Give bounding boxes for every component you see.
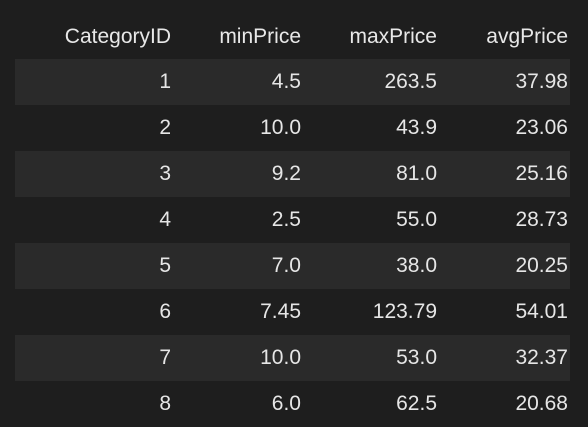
cell-maxprice: 123.79 [372, 300, 437, 323]
results-table: CategoryID minPrice maxPrice avgPrice 1 … [15, 15, 570, 427]
results-table-container: CategoryID minPrice maxPrice avgPrice 1 … [15, 15, 570, 427]
cell-categoryid: 1 [159, 70, 171, 93]
cell-categoryid: 6 [159, 300, 171, 323]
table-row: 2 10.0 43.9 23.06 [15, 105, 570, 151]
cell-maxprice: 43.9 [396, 116, 437, 139]
cell-categoryid: 8 [159, 392, 171, 415]
cell-avgprice: 32.37 [515, 346, 568, 369]
table-row: 7 10.0 53.0 32.37 [15, 335, 570, 381]
cell-minprice: 6.0 [271, 392, 301, 415]
cell-maxprice: 263.5 [384, 70, 437, 93]
cell-maxprice: 53.0 [396, 346, 437, 369]
cell-categoryid: 7 [159, 346, 171, 369]
cell-minprice: 7.45 [260, 300, 301, 323]
cell-minprice: 2.5 [271, 208, 301, 231]
column-header-maxprice: maxPrice [349, 25, 437, 48]
table-row: 4 2.5 55.0 28.73 [15, 197, 570, 243]
cell-avgprice: 23.06 [515, 116, 568, 139]
column-header-avgprice: avgPrice [486, 25, 568, 48]
cell-categoryid: 2 [159, 116, 171, 139]
cell-avgprice: 37.98 [515, 70, 568, 93]
cell-avgprice: 54.01 [515, 300, 568, 323]
cell-avgprice: 25.16 [515, 162, 568, 185]
table-row: 8 6.0 62.5 20.68 [15, 381, 570, 427]
cell-maxprice: 62.5 [396, 392, 437, 415]
cell-minprice: 4.5 [271, 70, 301, 93]
cell-minprice: 9.2 [271, 162, 301, 185]
cell-maxprice: 81.0 [396, 162, 437, 185]
table-row: 5 7.0 38.0 20.25 [15, 243, 570, 289]
table-body: 1 4.5 263.5 37.98 2 10.0 43.9 23.06 3 9.… [15, 59, 570, 427]
table-header: CategoryID minPrice maxPrice avgPrice [15, 15, 570, 59]
cell-avgprice: 20.25 [515, 254, 568, 277]
cell-categoryid: 5 [159, 254, 171, 277]
table-row: 1 4.5 263.5 37.98 [15, 59, 570, 105]
column-header-minprice: minPrice [219, 25, 301, 48]
cell-maxprice: 55.0 [396, 208, 437, 231]
table-row: 3 9.2 81.0 25.16 [15, 151, 570, 197]
cell-minprice: 10.0 [260, 116, 301, 139]
column-header-categoryid: CategoryID [64, 25, 171, 48]
header-row: CategoryID minPrice maxPrice avgPrice [15, 15, 570, 59]
cell-avgprice: 20.68 [515, 392, 568, 415]
cell-maxprice: 38.0 [396, 254, 437, 277]
cell-minprice: 7.0 [271, 254, 301, 277]
cell-minprice: 10.0 [260, 346, 301, 369]
cell-categoryid: 3 [159, 162, 171, 185]
table-row: 6 7.45 123.79 54.01 [15, 289, 570, 335]
cell-avgprice: 28.73 [515, 208, 568, 231]
cell-categoryid: 4 [159, 208, 171, 231]
